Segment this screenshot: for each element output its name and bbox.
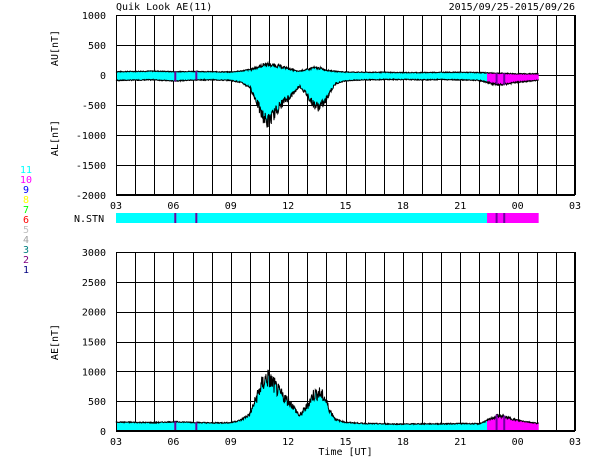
au-al-xtick-label: 09 <box>225 201 237 212</box>
au-al-ytick-label: -1500 <box>76 161 106 172</box>
ae-ytick-label: 3000 <box>82 248 106 259</box>
station-legend-entry: 5 <box>23 225 29 236</box>
station-legend-entry: 8 <box>23 195 29 206</box>
station-legend-entry: 7 <box>23 205 29 216</box>
au-al-xtick-label: 06 <box>167 201 179 212</box>
ae-xtick-label: 15 <box>339 437 351 448</box>
au-al-xtick-label: 18 <box>397 201 409 212</box>
ae-panel: 3000 2500 2000 1500 1000 500 0 03 06 09 12 15 18 21 00… <box>50 248 581 458</box>
station-legend-entry: 6 <box>23 215 29 226</box>
station-legend-entry: 1 <box>23 265 29 276</box>
station-bar-late-segment <box>487 213 539 223</box>
au-series-line <box>115 60 539 75</box>
ae-ytick-label: 2500 <box>82 278 106 289</box>
station-legend-entry: 2 <box>23 255 29 266</box>
ae-fill-main <box>116 369 487 431</box>
ae-ytick-label: 2000 <box>82 308 106 319</box>
ae-ytick-label: 1500 <box>82 338 106 349</box>
au-grid <box>116 15 576 196</box>
station-legend-entry: 9 <box>23 185 29 196</box>
au-al-ytick-label: 500 <box>88 41 106 52</box>
au-al-ytick-label: -2000 <box>76 191 106 202</box>
ae-fill-late <box>487 414 539 431</box>
ae-axis-label: AE[nT] <box>50 324 61 360</box>
ae-xtick-label: 06 <box>167 437 179 448</box>
station-bar: N.STN <box>74 213 539 225</box>
ae-grid <box>116 252 576 432</box>
au-al-plot-frame <box>116 15 575 195</box>
au-al-ytick-label: 1000 <box>82 11 106 22</box>
al-axis-label: AL[nT] <box>50 120 61 156</box>
ae-xtick-label: 21 <box>454 437 466 448</box>
ae-ytick-label: 1000 <box>82 367 106 378</box>
station-legend-entry: 11 <box>20 165 32 176</box>
ae-series-line <box>115 369 539 426</box>
station-legend-entry: 4 <box>23 235 29 246</box>
au-al-xtick-label: 03 <box>569 201 581 212</box>
chart-title: Quik Look AE(11) <box>116 2 212 13</box>
au-al-xtick-label: 15 <box>339 201 351 212</box>
au-al-ytick-label: -1000 <box>76 131 106 142</box>
au-al-fill-late <box>487 72 539 87</box>
station-bar-label: N.STN <box>74 214 104 225</box>
au-al-ytick-label: 0 <box>100 71 106 82</box>
au-al-xtick-label: 12 <box>282 201 294 212</box>
ae-xtick-label: 12 <box>282 437 294 448</box>
date-range: 2015/09/25-2015/09/26 <box>449 2 575 13</box>
au-al-xtick-label: 21 <box>454 201 466 212</box>
au-axis-label: AU[nT] <box>50 30 61 66</box>
ae-xtick-label: 18 <box>397 437 409 448</box>
ae-ytick-label: 500 <box>88 397 106 408</box>
au-al-xtick-label: 00 <box>512 201 524 212</box>
ae-xtick-label: 00 <box>512 437 524 448</box>
station-legend-entry: 3 <box>23 245 29 256</box>
ae-xtick-label: 09 <box>225 437 237 448</box>
ae-xtick-label: 03 <box>110 437 122 448</box>
station-legend-entry: 10 <box>20 175 32 186</box>
ae-plot-frame <box>116 252 575 431</box>
au-al-panel: 1000 500 0 -500 -1000 -1500 -2000 03 06 09 12 15 18 2… <box>50 11 581 212</box>
x-axis-title: Time [UT] <box>318 447 372 458</box>
ae-xtick-label: 03 <box>569 437 581 448</box>
al-series-line <box>115 77 539 128</box>
station-bar-main-segment <box>116 213 488 223</box>
au-al-ytick-label: -500 <box>82 101 106 112</box>
ae-ytick-label: 0 <box>100 427 106 438</box>
au-al-xtick-label: 03 <box>110 201 122 212</box>
